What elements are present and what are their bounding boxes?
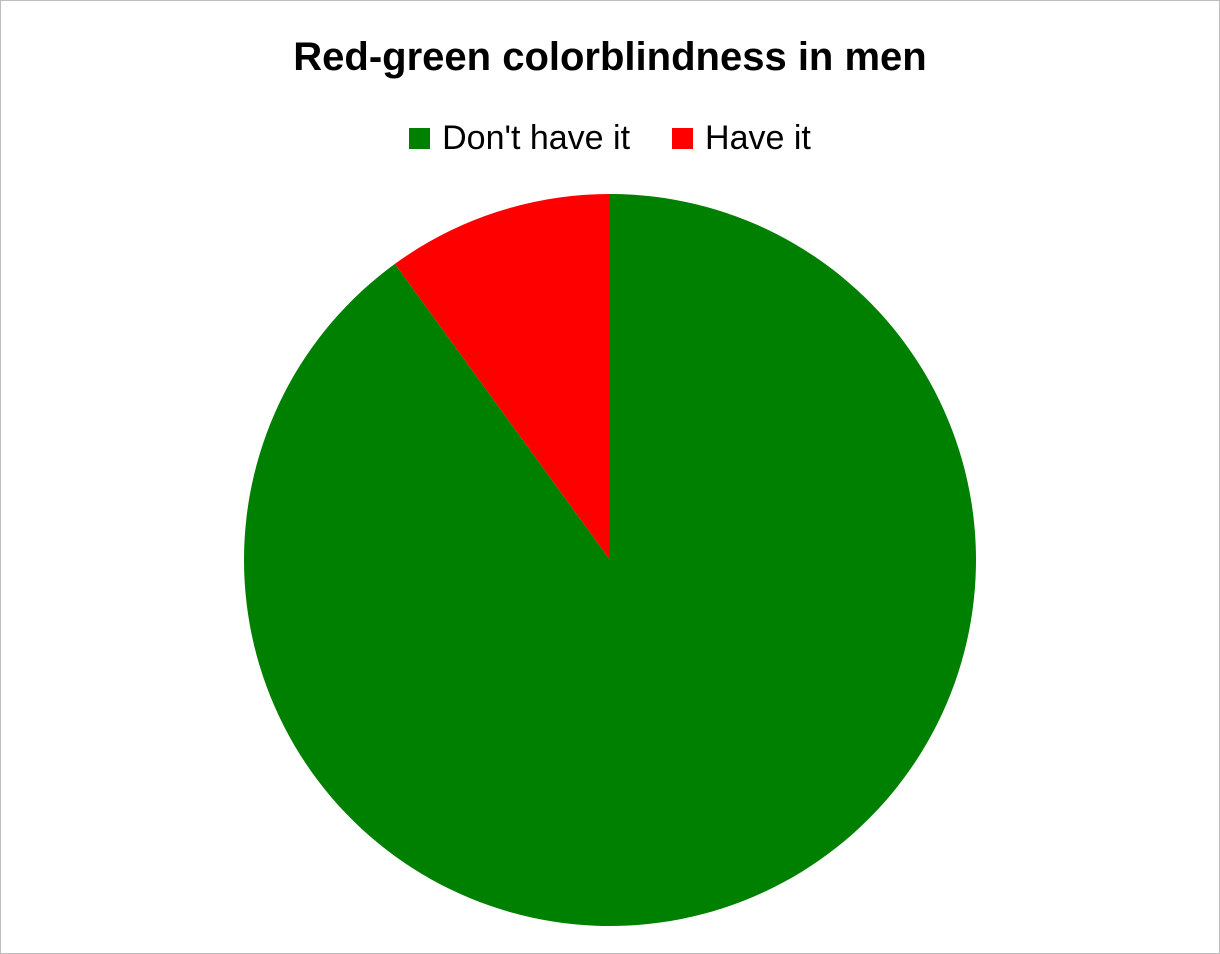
- legend-item-dont-have-it: Don't have it: [409, 115, 630, 161]
- legend-swatch-dont-have-it: [409, 127, 431, 149]
- chart-title: Red-green colorblindness in men: [293, 35, 927, 79]
- pie-slice-dont-have-it: [243, 194, 976, 926]
- pie-slice-have-it: [394, 194, 610, 560]
- legend-label-dont-have-it: Don't have it: [442, 119, 631, 157]
- legend-label-have-it: Have it: [705, 119, 811, 157]
- legend: Don't have it Have it: [1, 115, 1219, 161]
- legend-item-have-it: Have it: [672, 115, 811, 161]
- legend-swatch-have-it: [672, 127, 694, 149]
